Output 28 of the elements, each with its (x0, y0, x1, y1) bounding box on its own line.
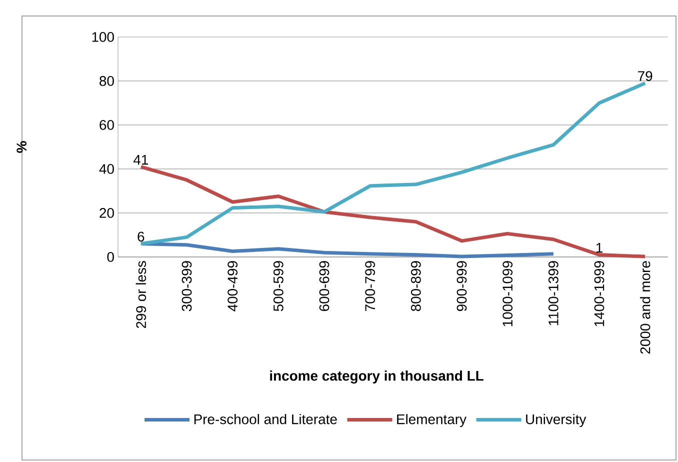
x-tick-label: 800-899 (410, 261, 421, 312)
x-tick-label: 2000 and more (640, 261, 650, 354)
x-tick-label: 300-399 (182, 261, 192, 312)
x-tick-label: 700-799 (365, 261, 376, 311)
y-tick-label: 60 (100, 120, 114, 130)
x-tick-label: 1000-1099 (502, 261, 513, 326)
data-label: 79 (638, 71, 652, 81)
y-tick-label: 100 (92, 32, 114, 42)
legend-label: Elementary (397, 414, 466, 427)
legend-label: Pre-school and Literate (194, 414, 337, 424)
x-tick-label: 400-499 (228, 261, 238, 312)
data-label: 1 (596, 242, 602, 253)
y-axis-title: % (16, 141, 26, 153)
x-tick-label: 500-599 (273, 261, 284, 312)
x-tick-label: 600-699 (319, 261, 330, 311)
x-tick-label: 1400-1999 (594, 261, 604, 326)
legend-label: University (526, 414, 586, 427)
x-tick-label: 299 or less (136, 261, 146, 328)
data-label: 41 (133, 154, 148, 165)
line-series (139, 165, 647, 258)
y-tick-label: 0 (107, 252, 114, 262)
y-tick-label: 80 (100, 76, 114, 86)
x-tick-label: 1100-1399 (548, 261, 558, 326)
data-label: 6 (138, 232, 144, 242)
x-axis-title: income category in thousand LL (270, 370, 484, 384)
y-tick-label: 40 (99, 164, 114, 174)
x-tick-label: 900-999 (456, 261, 467, 312)
y-tick-label: 20 (100, 208, 114, 218)
